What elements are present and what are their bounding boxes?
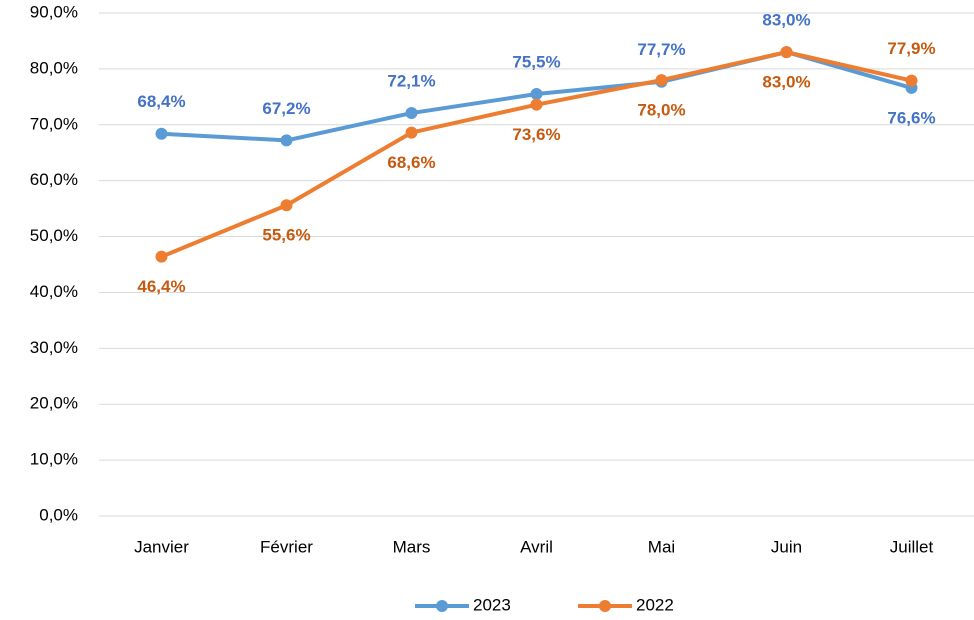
point	[780, 46, 793, 59]
data-label: 46,4%	[137, 277, 185, 296]
data-label: 67,2%	[262, 99, 310, 118]
point	[905, 74, 918, 87]
data-label: 68,4%	[137, 92, 185, 111]
point	[530, 88, 543, 101]
legend-marker	[599, 600, 611, 612]
data-label: 77,7%	[637, 40, 685, 59]
y-tick-label: 40,0%	[30, 282, 78, 301]
legend-label: 2023	[473, 595, 511, 614]
y-tick-label: 0,0%	[39, 505, 78, 524]
y-tick-label: 30,0%	[30, 338, 78, 357]
point	[405, 126, 418, 139]
x-tick-label: Juin	[771, 537, 802, 556]
data-label: 83,0%	[762, 11, 810, 30]
data-label: 68,6%	[387, 153, 435, 172]
data-label: 73,6%	[512, 125, 560, 144]
point	[280, 199, 293, 212]
point	[155, 250, 168, 263]
y-tick-label: 60,0%	[30, 170, 78, 189]
point	[530, 98, 543, 111]
point	[655, 74, 668, 87]
data-label: 83,0%	[762, 73, 810, 92]
x-tick-label: Janvier	[134, 537, 189, 556]
legend-marker	[436, 600, 448, 612]
y-tick-label: 20,0%	[30, 394, 78, 413]
data-label: 76,6%	[887, 108, 935, 127]
data-label: 55,6%	[262, 226, 310, 245]
x-tick-label: Mars	[393, 537, 431, 556]
y-tick-label: 50,0%	[30, 226, 78, 245]
x-tick-label: Juillet	[890, 537, 934, 556]
x-tick-label: Mai	[648, 537, 675, 556]
data-label: 72,1%	[387, 72, 435, 91]
legend-label: 2022	[636, 595, 674, 614]
point	[155, 127, 168, 140]
data-label: 75,5%	[512, 53, 560, 72]
data-label: 78,0%	[637, 101, 685, 120]
point	[280, 134, 293, 147]
point	[405, 107, 418, 120]
y-tick-label: 90,0%	[30, 2, 78, 21]
y-tick-label: 70,0%	[30, 114, 78, 133]
y-tick-label: 80,0%	[30, 58, 78, 77]
x-tick-label: Février	[260, 537, 313, 556]
data-label: 77,9%	[887, 39, 935, 58]
x-tick-label: Avril	[520, 537, 553, 556]
y-tick-label: 10,0%	[30, 450, 78, 469]
